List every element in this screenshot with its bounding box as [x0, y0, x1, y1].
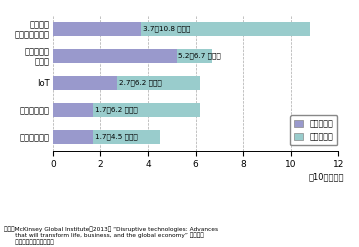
Bar — [117, 76, 200, 90]
Legend: 低めの予測, 高めの予測: 低めの予測, 高めの予測 — [290, 115, 337, 145]
Text: 1.7～6.2 兆ドル: 1.7～6.2 兆ドル — [95, 107, 138, 113]
Text: 資料：McKinsey Global Institute（2013） “Disruptive technologies: Advances
      that: 資料：McKinsey Global Institute（2013） “Disr… — [4, 226, 218, 245]
Text: 2.7～6.2 兆ドル: 2.7～6.2 兆ドル — [119, 80, 162, 86]
Bar — [53, 76, 200, 90]
Bar — [53, 49, 212, 63]
Text: 1.7～4.5 兆ドル: 1.7～4.5 兆ドル — [95, 134, 138, 140]
Bar — [141, 21, 310, 36]
Text: 5.2～6.7 兆ドル: 5.2～6.7 兆ドル — [178, 52, 221, 59]
Bar — [93, 130, 160, 144]
Text: 3.7～10.8 兆ドル: 3.7～10.8 兆ドル — [143, 25, 190, 32]
Bar — [53, 130, 160, 144]
Bar — [177, 49, 212, 63]
Bar — [93, 103, 200, 117]
Bar — [53, 103, 200, 117]
X-axis label: （10億ドル）: （10億ドル） — [308, 172, 344, 181]
Bar — [53, 21, 310, 36]
